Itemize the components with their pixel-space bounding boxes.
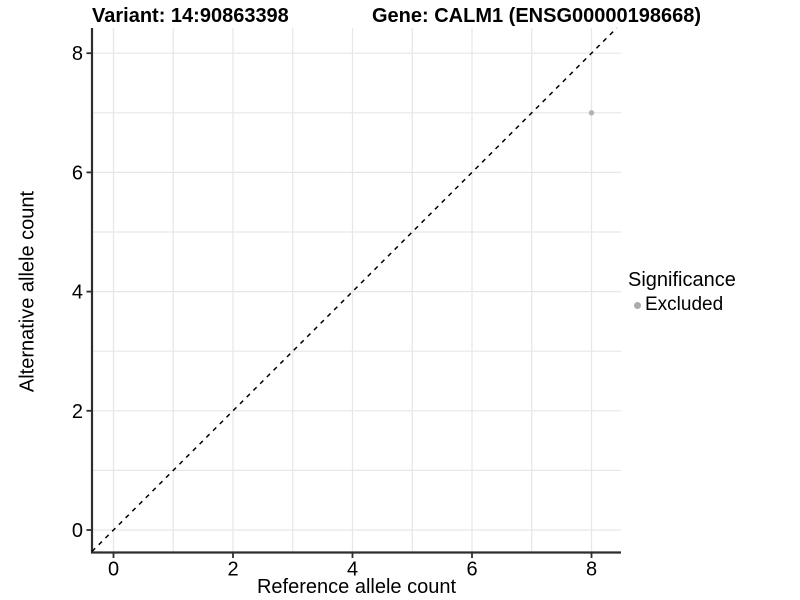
- plot-title-gene: Gene: CALM1 (ENSG00000198668): [372, 5, 702, 27]
- identity-dashed-line: [91, 27, 618, 552]
- y-tick-label: 4: [72, 282, 83, 304]
- legend: Significance Excluded: [628, 268, 736, 317]
- legend-item-label: Excluded: [645, 294, 724, 315]
- x-tick-label: 6: [466, 559, 477, 581]
- x-axis-title: Reference allele count: [256, 576, 456, 598]
- y-tick-label: 0: [72, 520, 83, 542]
- x-tick-label: 2: [227, 559, 238, 581]
- y-tick-label: 2: [72, 401, 83, 423]
- x-tick-label: 8: [586, 559, 597, 581]
- x-tick-label: 0: [108, 559, 119, 581]
- data-point: [588, 110, 595, 116]
- legend-item-excluded: Excluded: [628, 293, 736, 317]
- plot-title-variant: Variant: 14:90863398: [92, 5, 289, 27]
- y-tick-label: 8: [72, 43, 83, 65]
- y-axis-title: Alternative allele count: [16, 190, 39, 393]
- legend-title: Significance: [628, 269, 736, 291]
- excluded-point-swatch: [634, 301, 641, 309]
- x-tick-label: 4: [347, 559, 358, 581]
- y-tick-label: 6: [72, 162, 83, 184]
